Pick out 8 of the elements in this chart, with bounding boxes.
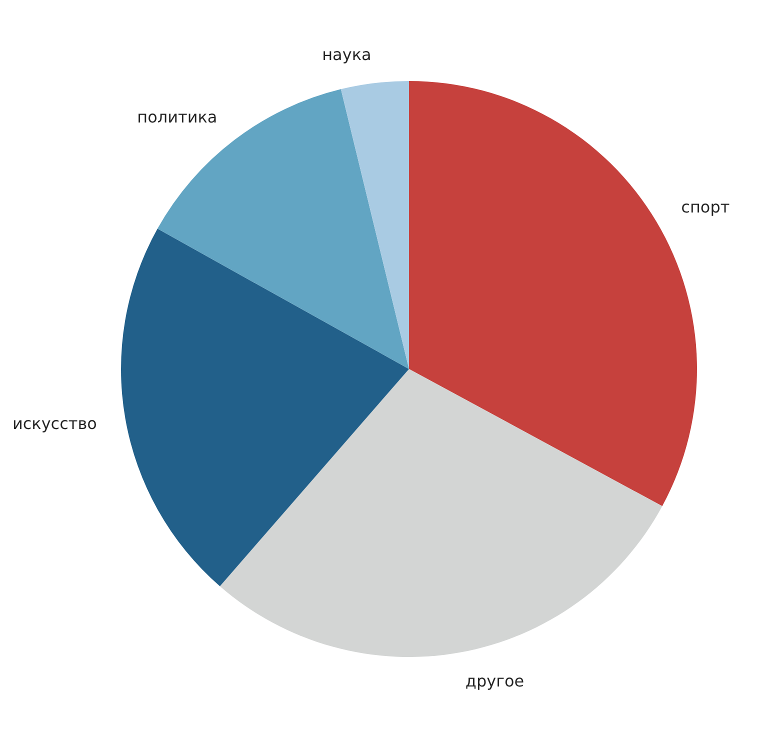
slice-label: другое bbox=[465, 671, 524, 690]
pie-slice bbox=[220, 369, 662, 657]
pie-slice bbox=[121, 228, 409, 586]
pie-slice bbox=[340, 81, 409, 369]
slice-label: политика bbox=[137, 107, 218, 126]
slice-label: наука bbox=[322, 45, 372, 64]
slice-label: спорт bbox=[681, 197, 730, 216]
slice-label: искусство bbox=[12, 414, 97, 434]
